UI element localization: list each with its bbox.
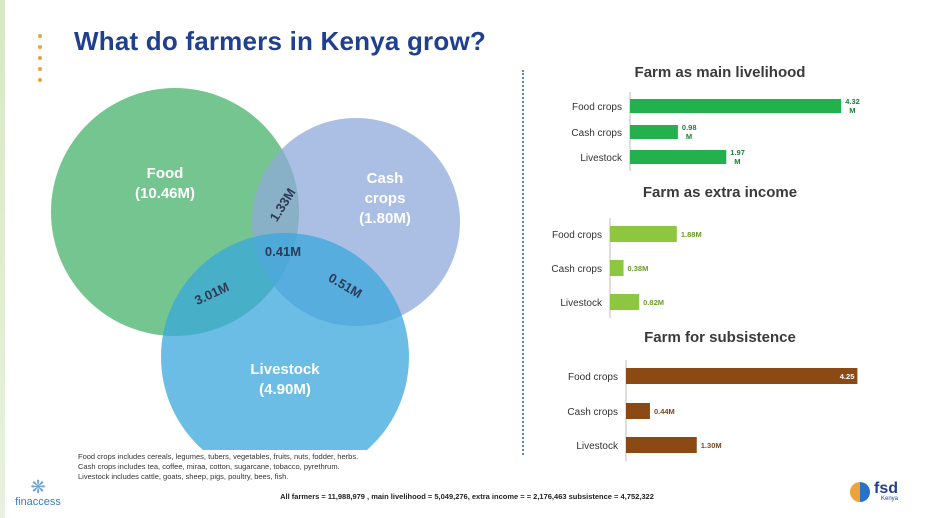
venn-value-cash: (1.80M) (359, 210, 411, 227)
category-label: Livestock (560, 298, 603, 309)
venn-diagram: Food (10.46M) Cash crops (1.80M) Livesto… (51, 88, 460, 450)
fsd-kenya-logo: fsd Kenya (850, 480, 898, 502)
chart-title: Farm as main livelihood (634, 64, 806, 81)
value-label: 0.82M (643, 298, 664, 307)
left-accent-stripe (0, 0, 5, 518)
value-label: 0.44M (654, 407, 675, 416)
bar (626, 437, 697, 453)
fsd-logo-subtext: Kenya (880, 496, 898, 502)
venn-value-livestock: (4.90M) (259, 381, 311, 398)
chart-title: Farm as extra income (642, 184, 798, 201)
bar (630, 125, 678, 139)
value-label: 1.88M (681, 230, 702, 239)
value-label: 0.98 M (682, 123, 697, 141)
note-line: Livestock includes cattle, goats, sheep,… (78, 472, 289, 481)
bar (626, 368, 858, 384)
bar (630, 99, 842, 113)
chart-title: Farm for subsistence (644, 329, 796, 346)
note-line: Food crops includes cereals, legumes, tu… (78, 452, 359, 461)
fsd-circle-icon (850, 482, 870, 502)
value-label: 0.38M (628, 264, 649, 273)
category-label: Livestock (576, 441, 619, 452)
bar (610, 226, 677, 242)
venn-label-livestock: Livestock (250, 361, 320, 378)
bar (630, 150, 727, 164)
definitions-notes: Food crops includes cereals, legumes, tu… (78, 452, 358, 482)
category-label: Cash crops (567, 407, 618, 418)
value-label: 4.25 (840, 372, 855, 381)
category-label: Food crops (572, 102, 622, 113)
bar-chart-svg: Food crops 4.25 Cash crops 0.44M Livestock 1.… (567, 360, 858, 461)
venn-label-food: Food (147, 165, 184, 182)
dotted-divider (522, 70, 524, 455)
finaccess-logo: ❋ finaccess (8, 478, 68, 508)
bar-chart-svg: Food crops 1.88M Cash crops 0.38M Livestock 0… (551, 218, 702, 318)
value-label: 1.30M (701, 441, 722, 450)
note-line: Cash crops includes tea, coffee, miraa, … (78, 462, 340, 471)
category-label: Livestock (580, 153, 623, 164)
bar-chart-svg: Food crops 4.32 M Cash crops 0.98 M Livestock 1… (571, 92, 860, 171)
totals-line: All farmers = 11,988,979 , main liveliho… (280, 492, 654, 501)
venn-label-cash-2: crops (365, 190, 406, 207)
category-label: Cash crops (551, 264, 602, 275)
value-label: 1.97 M (730, 148, 745, 166)
venn-value-food: (10.46M) (135, 185, 195, 202)
venn-label-cash-1: Cash (367, 170, 404, 187)
fsd-logo-text: fsd (874, 480, 898, 497)
finaccess-logo-text: finaccess (15, 496, 61, 508)
category-label: Cash crops (571, 128, 622, 139)
bar (610, 260, 624, 276)
value-label: 4.32 M (845, 97, 860, 115)
bar (610, 294, 640, 310)
snowflake-icon: ❋ (30, 477, 46, 497)
page-title: What do farmers in Kenya grow? (74, 26, 486, 56)
venn-intersection-all: 0.41M (265, 244, 301, 259)
bar (626, 403, 650, 419)
decorative-dots (38, 34, 44, 89)
category-label: Food crops (552, 230, 602, 241)
category-label: Food crops (568, 372, 618, 383)
venn-circle-livestock (161, 233, 409, 450)
